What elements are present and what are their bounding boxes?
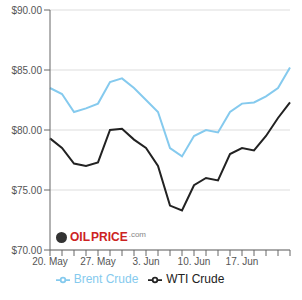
svg-text:20. May: 20. May [32,256,68,267]
svg-text:$70.00: $70.00 [11,245,42,256]
html-text:OIL PRICE.com: OIL PRICE.com [70,230,146,244]
svg-text:27. May: 27. May [80,256,116,267]
html-text:Brent Crude: Brent Crude [73,272,139,286]
svg-text:3. Jun: 3. Jun [132,256,159,267]
svg-text:$75.00: $75.00 [11,185,42,196]
html-text:WTI Crude: WTI Crude [166,272,225,286]
svg-text:$85.00: $85.00 [11,65,42,76]
svg-text:17. Jun: 17. Jun [226,256,259,267]
svg-text:$80.00: $80.00 [11,125,42,136]
svg-text:$90.00: $90.00 [11,5,42,16]
svg-text:10. Jun: 10. Jun [178,256,211,267]
